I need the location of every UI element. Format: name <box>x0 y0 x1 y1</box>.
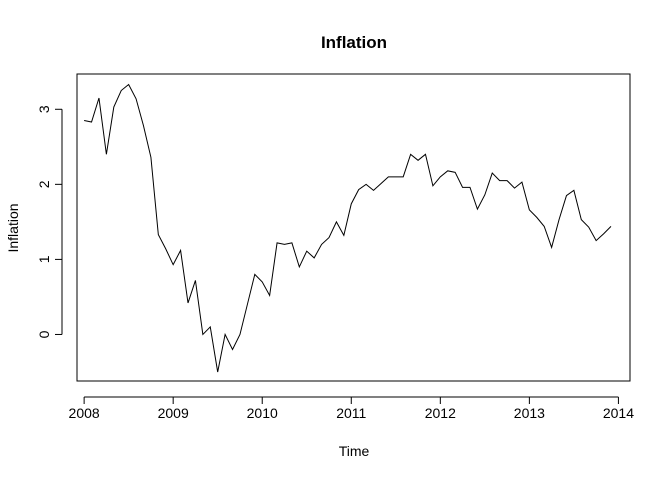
series-line-inflation <box>84 83 612 373</box>
x-tick-label: 2014 <box>603 405 634 421</box>
plot-frame <box>76 73 631 382</box>
x-tick-label: 2010 <box>247 405 278 421</box>
y-tick-label: 0 <box>36 330 52 338</box>
y-axis-label: Inflation <box>5 203 21 252</box>
chart-title: Inflation <box>321 33 387 52</box>
x-tick-label: 2012 <box>425 405 456 421</box>
x-axis-label: Time <box>339 443 370 459</box>
x-tick-label: 2008 <box>69 405 100 421</box>
y-axis: 0 1 2 3 <box>36 105 63 338</box>
x-tick-label: 2009 <box>158 405 189 421</box>
x-tick-label: 2013 <box>514 405 545 421</box>
x-axis: 2008 2009 2010 2011 2012 2013 2014 <box>69 396 634 421</box>
x-tick-label: 2011 <box>336 405 366 421</box>
y-tick-label: 3 <box>36 105 52 113</box>
y-tick-label: 2 <box>36 180 52 188</box>
y-tick-label: 1 <box>36 255 52 263</box>
